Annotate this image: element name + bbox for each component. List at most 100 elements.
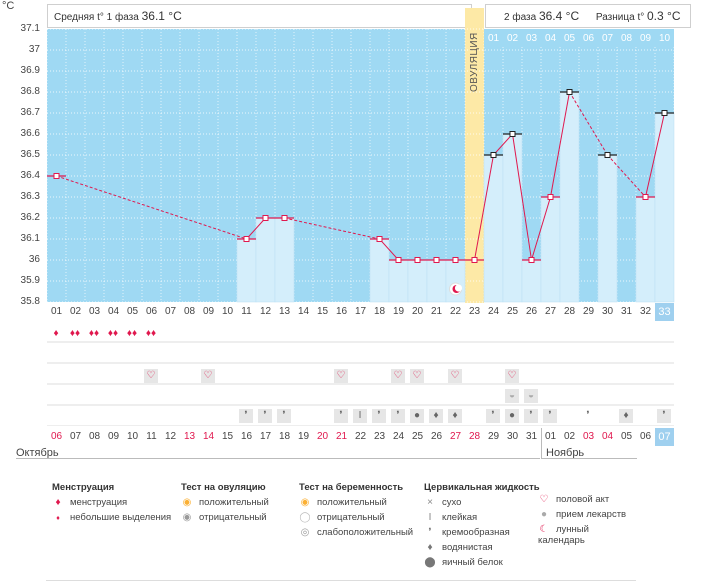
watery-icon: ♦ xyxy=(427,542,433,553)
date-label: 03 xyxy=(582,431,595,442)
pill-icon: ● xyxy=(540,509,548,520)
date-label: 17 xyxy=(259,431,272,442)
temp-bar xyxy=(369,238,390,303)
temp-point xyxy=(661,110,668,116)
x-tick-label: 31 xyxy=(620,306,633,317)
moon-cut xyxy=(454,284,463,292)
top-day-label: 01 xyxy=(487,33,500,44)
y-tick-label: 36 xyxy=(28,254,40,265)
pregnancy-negative-icon: ◯ xyxy=(299,512,311,523)
y-tick-label: 36.9 xyxy=(20,65,40,76)
x-tick-label: 02 xyxy=(69,306,82,317)
phase1-label: Средняя t° 1 фаза xyxy=(54,12,139,23)
temp-bar xyxy=(426,259,447,303)
x-tick-label: 22 xyxy=(449,306,462,317)
month-separator-nov xyxy=(541,428,637,459)
legend-menstruation-title: Менструация xyxy=(52,482,115,493)
legend-pregnancy-weak: слабоположительный xyxy=(317,527,414,538)
month-october: Октябрь xyxy=(16,447,59,459)
temp-point xyxy=(376,236,383,242)
legend-cervical-title: Цервикальная жидкость xyxy=(424,482,540,493)
legend-ovulation-test: Тест на овуляцию ◉ положительный ◉ отрицат… xyxy=(181,482,269,523)
x-tick-label: 18 xyxy=(373,306,386,317)
x-tick-label: 23 xyxy=(468,306,481,317)
y-tick-label: 36.2 xyxy=(20,212,40,223)
temp-bar xyxy=(635,196,656,303)
y-tick-label: 36.6 xyxy=(20,128,40,139)
month-november: Ноябрь xyxy=(546,447,585,459)
pregnancy-positive-icon: ◉ xyxy=(300,497,310,508)
plot-area xyxy=(47,29,674,302)
temp-point xyxy=(566,89,573,95)
date-label: 19 xyxy=(297,431,310,442)
date-label: 20 xyxy=(316,431,329,442)
date-label: 11 xyxy=(146,431,157,442)
date-label: 26 xyxy=(430,431,443,442)
legend-cervical-sticky: клейкая xyxy=(442,512,478,523)
x-tick-label: 33 xyxy=(655,303,674,321)
legend-menstruation: Менструация ♦ менструация ♦ небольшие выде… xyxy=(52,482,171,523)
legend-pregnancy-negative: отрицательный xyxy=(317,512,385,523)
top-day-label: 05 xyxy=(563,33,576,44)
diff-label: Разница t° xyxy=(595,12,645,23)
legend-cervical-watery: водянистая xyxy=(442,542,493,553)
x-tick-label: 32 xyxy=(639,306,652,317)
x-tick-label: 19 xyxy=(392,306,405,317)
x-tick-label: 01 xyxy=(50,306,63,317)
y-tick-label: 36.1 xyxy=(20,233,40,244)
ovulation-negative-icon: ◉ xyxy=(182,512,192,523)
temp-point xyxy=(433,257,440,263)
y-tick-label: 36.8 xyxy=(20,86,40,97)
date-label: 30 xyxy=(506,431,519,442)
symbol-grid xyxy=(47,322,674,426)
date-label: 21 xyxy=(335,431,348,442)
x-tick-label: 17 xyxy=(354,306,367,317)
legend: Менструация ♦ менструация ♦ небольшие выде… xyxy=(46,470,636,581)
x-tick-label: 07 xyxy=(164,306,177,317)
legend-lunar: лунный календарь xyxy=(538,524,589,546)
x-tick-label: 20 xyxy=(411,306,424,317)
date-label: 12 xyxy=(164,431,177,442)
ovulation-label: ОВУЛЯЦИЯ xyxy=(469,32,480,92)
temp-bar xyxy=(445,259,466,303)
date-label: 06 xyxy=(639,431,652,442)
phase1-value: 36.1 °C xyxy=(141,9,182,23)
temp-point xyxy=(604,152,611,158)
temp-bar xyxy=(540,196,561,303)
top-day-label: 02 xyxy=(506,33,519,44)
temp-bar xyxy=(483,154,504,303)
date-label: 24 xyxy=(392,431,405,442)
date-label: 14 xyxy=(202,431,215,442)
date-label: 18 xyxy=(278,431,291,442)
x-tick-label: 08 xyxy=(183,306,196,317)
x-tick-label: 26 xyxy=(525,306,538,317)
legend-cervical-creamy: кремообразная xyxy=(442,527,510,538)
temp-point xyxy=(509,131,516,137)
top-day-label: 03 xyxy=(525,33,538,44)
date-label: 31 xyxy=(525,431,538,442)
x-tick-label: 11 xyxy=(241,306,252,317)
top-day-label: 10 xyxy=(658,33,671,44)
legend-spotting-item: небольшие выделения xyxy=(70,512,172,523)
date-label: 23 xyxy=(373,431,386,442)
x-tick-label: 24 xyxy=(487,306,500,317)
y-tick-label: 37.1 xyxy=(20,23,40,34)
temperature-chart xyxy=(46,8,675,303)
date-label: 05 xyxy=(620,431,633,442)
date-label: 07 xyxy=(655,428,674,446)
temp-point xyxy=(528,257,535,263)
temp-bar xyxy=(236,238,257,303)
date-label: 28 xyxy=(468,431,481,442)
legend-other: ♡ половой акт ● прием лекарств ☾ лунный кал… xyxy=(538,494,636,546)
temp-point xyxy=(281,215,288,221)
y-tick-label: 36.3 xyxy=(20,191,40,202)
temp-point xyxy=(471,257,478,263)
date-label: 16 xyxy=(240,431,253,442)
temp-line-segment xyxy=(569,91,608,156)
phase2-label: 2 фаза xyxy=(504,12,537,23)
temp-bar xyxy=(388,259,409,303)
temp-line-segment xyxy=(246,217,266,240)
heart-icon: ♡ xyxy=(539,494,549,505)
date-label: 09 xyxy=(107,431,120,442)
